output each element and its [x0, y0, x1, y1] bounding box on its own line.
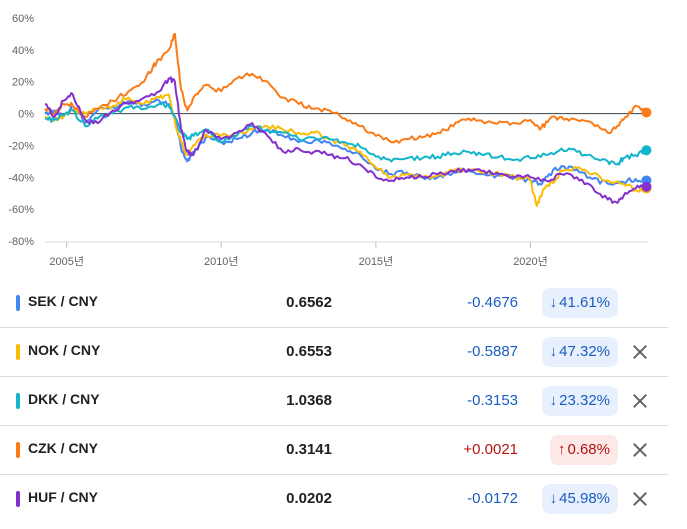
comparison-row-czk[interactable]: CZK / CNY 0.3141 +0.0021 ↑ 0.68%: [0, 426, 668, 475]
y-tick-label: 60%: [12, 13, 34, 25]
y-tick-label: -80%: [8, 236, 34, 248]
price-value: 1.0368: [286, 392, 332, 409]
currency-pair-label: HUF / CNY: [28, 489, 98, 505]
price-value: 0.0202: [286, 490, 332, 507]
price-value: 0.6562: [286, 294, 332, 311]
change-value: -0.5887: [467, 343, 518, 360]
y-tick-label: 0%: [18, 109, 34, 121]
x-tick-label: 2010년: [204, 255, 239, 268]
percent-change-badge: ↓ 41.61%: [541, 288, 618, 318]
series-end-point-dkk: [641, 145, 652, 156]
series-color-swatch: [16, 442, 20, 458]
series-color-swatch: [16, 393, 20, 409]
percent-change-badge: ↑ 0.68%: [549, 435, 618, 465]
y-tick-label: -40%: [8, 172, 34, 184]
comparison-chart: 60% 40% 20% 0% -20% -40% -60% -80% 2005년 2010년 201…: [8, 13, 652, 268]
series-color-swatch: [16, 295, 20, 311]
series-line-czk: [44, 32, 648, 144]
y-tick-label: 40%: [12, 45, 34, 57]
x-tick-label: 2015년: [359, 255, 394, 268]
comparison-row-sek[interactable]: SEK / CNY 0.6562 -0.4676 ↓ 41.61%: [0, 279, 668, 328]
x-tick-label: 2005년: [49, 255, 84, 268]
percent-change-value: 47.32%: [559, 343, 610, 360]
series-color-swatch: [16, 491, 20, 507]
arrow-down-icon: ↓: [549, 343, 558, 360]
remove-comparison-close-icon[interactable]: [628, 389, 652, 413]
currency-pair-label: DKK / CNY: [28, 391, 100, 407]
comparison-list: SEK / CNY 0.6562 -0.4676 ↓ 41.61% NOK / C…: [0, 279, 668, 523]
currency-pair-label: SEK / CNY: [28, 293, 99, 309]
arrow-up-icon: ↑: [557, 441, 566, 458]
percent-change-badge: ↓ 45.98%: [541, 484, 618, 514]
comparison-row-dkk[interactable]: DKK / CNY 1.0368 -0.3153 ↓ 23.32%: [0, 377, 668, 426]
series-line-huf: [44, 76, 648, 204]
percent-change-value: 45.98%: [559, 490, 610, 507]
arrow-down-icon: ↓: [549, 490, 558, 507]
y-tick-label: -60%: [8, 204, 34, 216]
arrow-down-icon: ↓: [549, 294, 558, 311]
x-tick-label: 2020년: [513, 255, 548, 268]
change-value: +0.0021: [463, 441, 518, 458]
change-value: -0.4676: [467, 294, 518, 311]
comparison-row-nok[interactable]: NOK / CNY 0.6553 -0.5887 ↓ 47.32%: [0, 328, 668, 377]
percent-change-badge: ↓ 23.32%: [541, 386, 618, 416]
percent-change-value: 23.32%: [559, 392, 610, 409]
remove-comparison-close-icon[interactable]: [628, 487, 652, 511]
series-end-point-czk: [641, 107, 652, 118]
currency-pair-label: CZK / CNY: [28, 440, 98, 456]
arrow-down-icon: ↓: [549, 392, 558, 409]
comparison-row-huf[interactable]: HUF / CNY 0.0202 -0.0172 ↓ 45.98%: [0, 475, 668, 523]
series-color-swatch: [16, 344, 20, 360]
currency-pair-label: NOK / CNY: [28, 342, 101, 358]
change-value: -0.3153: [467, 392, 518, 409]
y-tick-label: -20%: [8, 140, 34, 152]
price-value: 0.3141: [286, 441, 332, 458]
percent-change-value: 41.61%: [559, 294, 610, 311]
y-tick-label: 20%: [12, 77, 34, 89]
remove-comparison-close-icon[interactable]: [628, 438, 652, 462]
percent-change-value: 0.68%: [567, 441, 610, 458]
series-line-dkk: [44, 101, 648, 166]
remove-comparison-close-icon[interactable]: [628, 340, 652, 364]
series-end-point-huf: [641, 181, 652, 192]
percent-change-badge: ↓ 47.32%: [541, 337, 618, 367]
change-value: -0.0172: [467, 490, 518, 507]
price-value: 0.6553: [286, 343, 332, 360]
